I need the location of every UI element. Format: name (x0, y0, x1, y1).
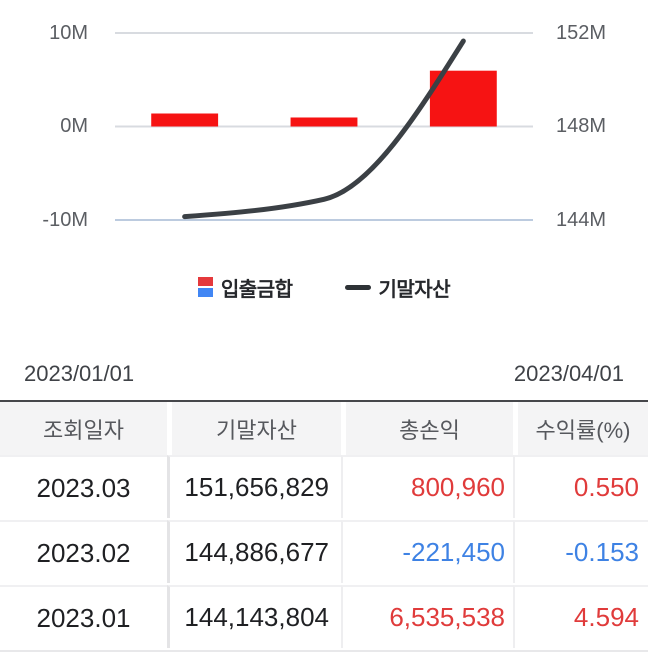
cell-rate: 0.550 (513, 455, 648, 518)
table-row: 2023.01 144,143,804 6,535,538 4.594 (0, 585, 648, 650)
chart-canvas (115, 32, 533, 221)
cell-assets: 144,143,804 (167, 585, 341, 648)
cell-pnl: -221,450 (341, 520, 513, 583)
right-axis-tick-152m: 152M (556, 22, 607, 44)
blue-bar-swatch-icon (197, 288, 213, 297)
bar-swatch-icon (197, 277, 213, 297)
cell-date: 2023.02 (0, 520, 167, 585)
cell-date: 2023.03 (0, 455, 167, 520)
right-axis-tick-144m: 144M (556, 209, 607, 231)
range-start-date: 2023/01/01 (24, 361, 135, 386)
cell-rate: 4.594 (513, 585, 648, 648)
table-row: 2023.02 144,886,677 -221,450 -0.153 (0, 520, 648, 585)
asset-trend-chart: 10M 0M -10M 152M 148M 144M (0, 0, 648, 250)
legend-item-period-end-assets: 기말자산 (344, 273, 451, 302)
left-axis-tick-10m: 10M (49, 22, 88, 44)
col-header-query-date: 조회일자 (0, 402, 167, 455)
range-end-date: 2023/04/01 (513, 361, 624, 386)
left-axis-tick-neg10m: -10M (42, 209, 88, 231)
col-header-return-rate: 수익률(%) (513, 402, 648, 455)
monthly-results-table: 조회일자 기말자산 총손익 수익률(%) 2023.03 151,656,829… (0, 400, 648, 652)
cell-date: 2023.01 (0, 585, 167, 650)
cell-assets: 144,886,677 (167, 520, 341, 583)
cell-assets: 151,656,829 (167, 455, 341, 518)
col-header-total-pnl: 총손익 (341, 402, 513, 455)
chart-legend: 입출금합 기말자산 (0, 272, 648, 302)
legend-label-deposit-withdrawal: 입출금합 (220, 278, 293, 301)
cell-pnl: 6,535,538 (341, 585, 513, 648)
line-swatch-icon (344, 284, 371, 290)
red-bar-swatch-icon (197, 277, 213, 286)
table-row: 2023.03 151,656,829 800,960 0.550 (0, 455, 648, 520)
col-header-period-end-assets: 기말자산 (167, 402, 341, 455)
cell-rate: -0.153 (513, 520, 648, 583)
cell-pnl: 800,960 (341, 455, 513, 518)
table-header-row: 조회일자 기말자산 총손익 수익률(%) (0, 402, 648, 455)
right-axis-tick-148m: 148M (556, 115, 607, 137)
legend-label-period-end-assets: 기말자산 (378, 278, 451, 301)
chart-date-range: 2023/01/01 2023/04/01 (0, 360, 648, 388)
legend-item-deposit-withdrawal: 입출금합 (197, 273, 293, 302)
left-axis-tick-0m: 0M (60, 115, 88, 137)
